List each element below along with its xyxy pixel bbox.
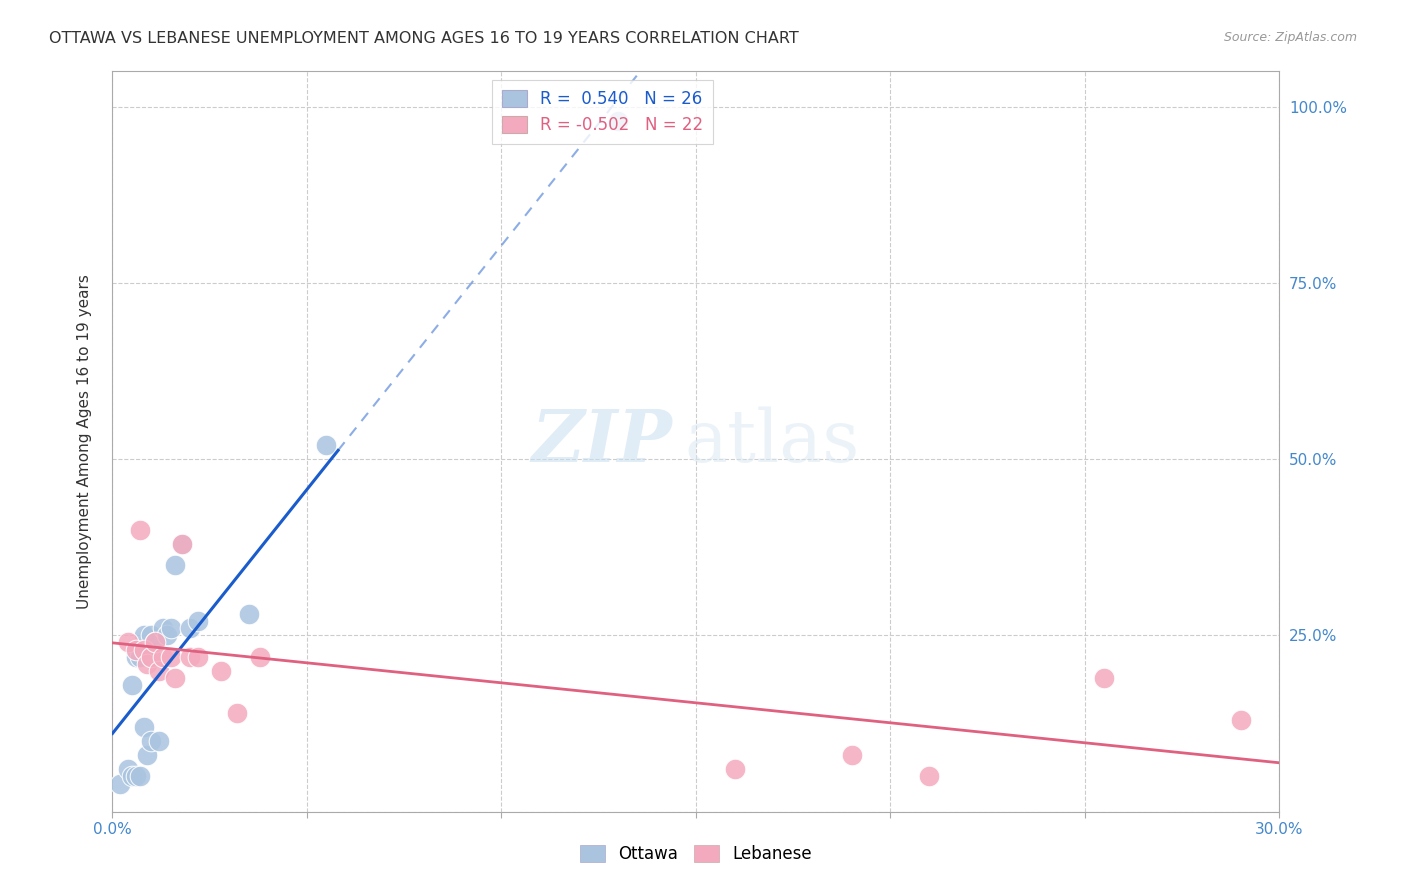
Point	[607, 113, 630, 128]
Point	[148, 664, 170, 678]
Point	[148, 734, 170, 748]
Point	[125, 642, 148, 657]
Text: Source: ZipAtlas.com: Source: ZipAtlas.com	[1223, 31, 1357, 45]
Text: ZIP: ZIP	[531, 406, 672, 477]
Point	[172, 537, 194, 551]
Point	[841, 748, 863, 763]
Point	[172, 537, 194, 551]
Point	[128, 523, 150, 537]
Legend: Ottawa, Lebanese: Ottawa, Lebanese	[572, 838, 820, 870]
Point	[1092, 671, 1115, 685]
Point	[1229, 713, 1251, 727]
Point	[724, 763, 747, 777]
Point	[249, 649, 271, 664]
Point	[209, 664, 232, 678]
Point	[125, 769, 148, 783]
Point	[132, 628, 155, 642]
Point	[238, 607, 260, 622]
Point	[160, 621, 183, 635]
Point	[163, 558, 186, 572]
Point	[163, 671, 186, 685]
Text: atlas: atlas	[685, 406, 859, 477]
Point	[187, 649, 209, 664]
Point	[136, 657, 159, 671]
Point	[187, 615, 209, 629]
Point	[152, 621, 174, 635]
Point	[136, 748, 159, 763]
Point	[143, 635, 166, 649]
Point	[128, 769, 150, 783]
Point	[226, 706, 249, 720]
Point	[152, 649, 174, 664]
Point	[179, 621, 201, 635]
Point	[143, 635, 166, 649]
Point	[121, 769, 143, 783]
Y-axis label: Unemployment Among Ages 16 to 19 years: Unemployment Among Ages 16 to 19 years	[77, 274, 91, 609]
Point	[121, 678, 143, 692]
Point	[141, 628, 163, 642]
Point	[160, 649, 183, 664]
Point	[141, 734, 163, 748]
Point	[136, 642, 159, 657]
Point	[141, 649, 163, 664]
Point	[918, 769, 941, 783]
Point	[117, 635, 139, 649]
Point	[132, 720, 155, 734]
Point	[117, 763, 139, 777]
Point	[315, 438, 337, 452]
Text: OTTAWA VS LEBANESE UNEMPLOYMENT AMONG AGES 16 TO 19 YEARS CORRELATION CHART: OTTAWA VS LEBANESE UNEMPLOYMENT AMONG AG…	[49, 31, 799, 46]
Point	[128, 649, 150, 664]
Point	[125, 649, 148, 664]
Point	[110, 776, 132, 790]
Point	[179, 649, 201, 664]
Point	[156, 628, 179, 642]
Point	[132, 642, 155, 657]
